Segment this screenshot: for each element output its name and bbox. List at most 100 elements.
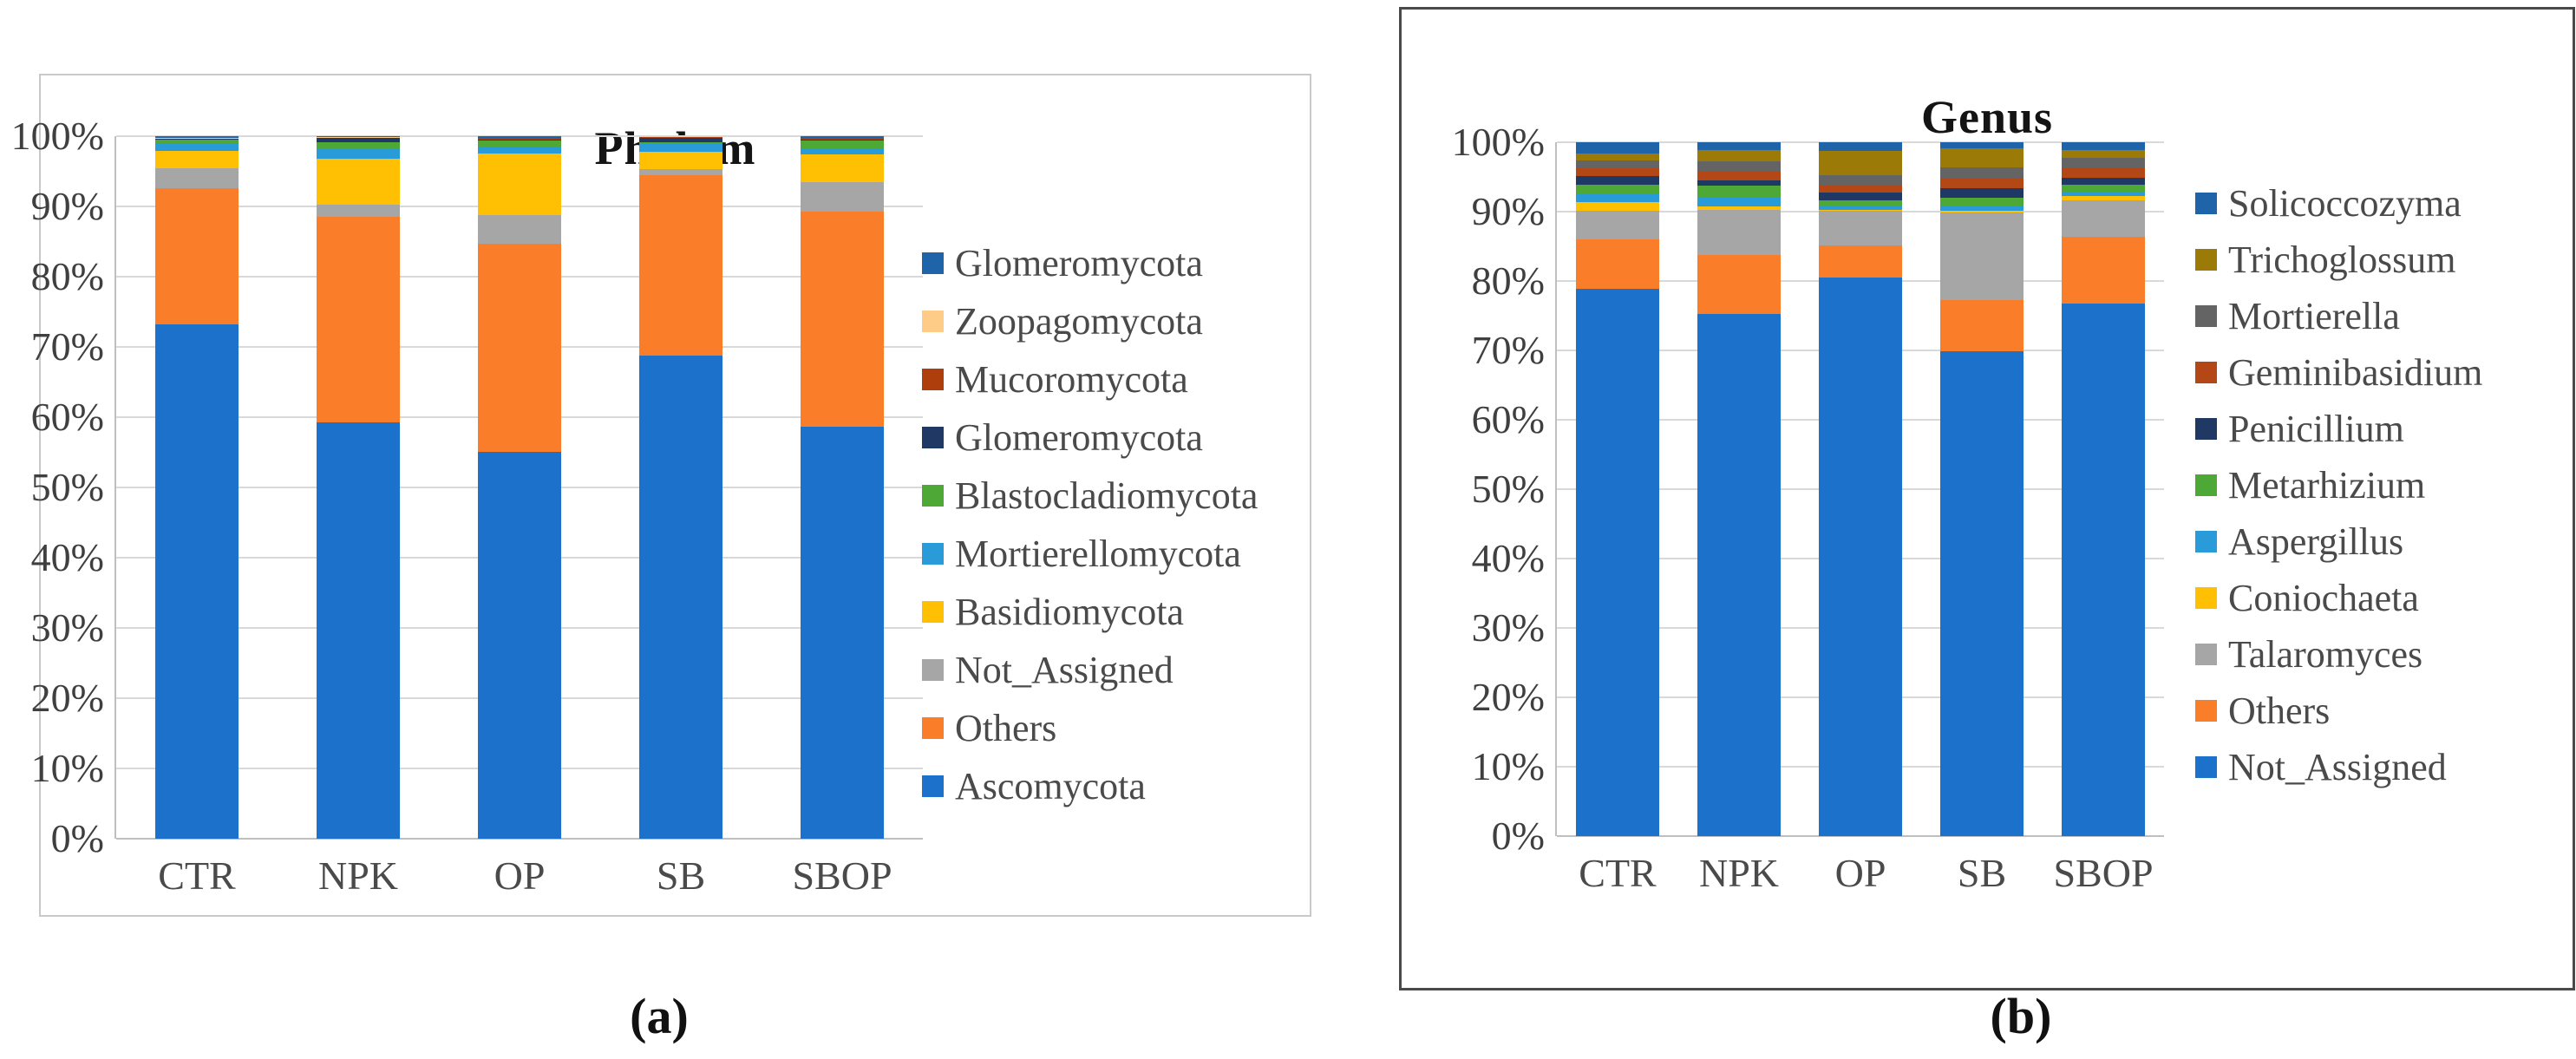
legend-label: Ascomycota xyxy=(955,764,1146,807)
segment-solicoccozyma-npk xyxy=(1697,142,1781,150)
legend-label: Not_Assigned xyxy=(2228,745,2447,788)
segment-trichoglossum-sbop xyxy=(2062,149,2145,158)
legend-swatch-icon xyxy=(922,775,944,797)
legend-item-basidiomycota: Basidiomycota xyxy=(922,590,1258,633)
bar-slot-OP xyxy=(439,136,600,839)
segment-glomeromycota-op xyxy=(478,140,561,141)
bar-slot-SB xyxy=(600,136,762,839)
segment-blastocladiomycota-ctr xyxy=(155,140,239,144)
segment-penicillium-ctr xyxy=(1576,176,1659,185)
legend-phylum: Glomeromycota Zoopagomycota Mucoromycota Gl… xyxy=(922,242,1258,807)
bar-slot-SBOP xyxy=(762,136,923,839)
legend-swatch-icon xyxy=(2195,304,2217,327)
legend-swatch-icon xyxy=(922,426,944,448)
legend-label: Glomeromycota xyxy=(955,415,1203,459)
segment-talaromyces-sbop xyxy=(2062,200,2145,237)
legend-item-glomeromycota: Glomeromycota xyxy=(922,415,1258,459)
gridline-0% xyxy=(116,838,923,840)
caption-b: (b) xyxy=(1990,988,2052,1044)
legend-label: Others xyxy=(2228,689,2331,732)
y-axis-tick-90%: 90% xyxy=(30,184,104,228)
plot-area-genus: 0% 10% 20% 30% 40% 50% 60% 70% 80% 90% 100% CTR NPK O… xyxy=(1452,121,2164,895)
y-axis-tick-60%: 60% xyxy=(30,395,104,439)
y-axis-tick-30%: 30% xyxy=(30,605,104,650)
stacked-bar-SBOP xyxy=(2062,142,2145,836)
bar-slot-OP xyxy=(1800,142,1921,836)
segment-metarhizium-sb xyxy=(1940,198,2024,206)
segment-others-sb xyxy=(639,174,722,356)
segment-mortierella-sb xyxy=(1940,167,2024,178)
legend-swatch-icon xyxy=(922,658,944,681)
segment-aspergillus-npk xyxy=(1697,198,1781,206)
legend-label: Talaromyces xyxy=(2228,632,2423,676)
segment-metarhizium-ctr xyxy=(1576,184,1659,194)
y-axis-tick-20%: 20% xyxy=(1471,675,1545,719)
segment-not_assigned-sb xyxy=(1940,350,2024,836)
legend-swatch-icon xyxy=(2195,755,2217,778)
legend-label: Others xyxy=(955,706,1057,749)
segment-not_assigned-ctr xyxy=(1576,288,1659,836)
plot-area-phylum: 0% 10% 20% 30% 40% 50% 60% 70% 80% 90% 100% CTR NPK O… xyxy=(11,115,923,898)
segment-others-op xyxy=(478,243,561,452)
segment-mortierellomycota-sbop xyxy=(801,148,884,155)
legend-item-blastocladiomycota: Blastocladiomycota xyxy=(922,474,1258,517)
segment-ascomycota-npk xyxy=(317,422,400,839)
segment-ascomycota-sb xyxy=(639,355,722,839)
segment-not_assigned-op xyxy=(478,214,561,244)
segment-talaromyces-sb xyxy=(1940,212,2024,301)
segment-glomeromycota-sbop xyxy=(801,136,884,139)
segment-aspergillus-sb xyxy=(1940,205,2024,212)
bar-slot-CTR xyxy=(1557,142,1678,836)
segment-mortierellomycota-op xyxy=(478,147,561,154)
segment-penicillium-sbop xyxy=(2062,177,2145,185)
segment-glomeromycota-sbop xyxy=(801,140,884,141)
segment-coniochaeta-sb xyxy=(1940,211,2024,212)
y-axis-tick-10%: 10% xyxy=(1471,744,1545,788)
segment-metarhizium-sbop xyxy=(2062,184,2145,193)
segment-talaromyces-op xyxy=(1819,211,1902,246)
legend-swatch-icon xyxy=(2195,586,2217,609)
caption-a: (a) xyxy=(630,988,689,1044)
segment-geminibasidium-sbop xyxy=(2062,167,2145,178)
stacked-bar-SB xyxy=(1940,142,2024,836)
legend-swatch-icon xyxy=(2195,643,2217,665)
segment-mucoromycota-ctr xyxy=(155,138,239,140)
segment-mortierellomycota-ctr xyxy=(155,143,239,152)
legend-item-others: Others xyxy=(922,706,1258,749)
segment-trichoglossum-npk xyxy=(1697,149,1781,162)
legend-swatch-icon xyxy=(2195,361,2217,383)
y-axis-tick-30%: 30% xyxy=(1471,605,1545,650)
segment-talaromyces-npk xyxy=(1697,209,1781,255)
x-axis-label-sbop: SBOP xyxy=(2053,851,2154,895)
legend-genus: Solicoccozyma Trichoglossum Mortierella Gem… xyxy=(2195,182,2482,788)
x-axis-label-ctr: CTR xyxy=(1579,851,1657,895)
legend-label: Metarhizium xyxy=(2228,463,2426,507)
segment-glomeromycota-ctr xyxy=(155,139,239,141)
y-axis-tick-80%: 80% xyxy=(30,254,104,298)
chart-panel-genus: Genus 0% 10% 20% 30% 40% 50% 60% 70% 80% 90% 100% C… xyxy=(1399,7,2575,990)
x-axis-label-ctr: CTR xyxy=(158,853,236,898)
segment-glomeromycota-ctr xyxy=(155,136,239,138)
legend-label: Basidiomycota xyxy=(955,590,1184,633)
bars-layer xyxy=(1557,142,2164,836)
segment-mucoromycota-npk xyxy=(317,137,400,139)
gridline-0% xyxy=(1557,835,2164,837)
legend-item-glomeromycota: Glomeromycota xyxy=(922,242,1258,284)
x-axis-labels: CTR NPK OP SB SBOP xyxy=(1557,850,2164,896)
segment-penicillium-npk xyxy=(1697,180,1781,186)
stacked-bar-NPK xyxy=(317,136,400,839)
segment-zoopagomycota-ctr xyxy=(155,137,239,139)
y-axis-tick-100%: 100% xyxy=(1451,120,1545,164)
segment-talaromyces-ctr xyxy=(1576,211,1659,240)
segment-blastocladiomycota-npk xyxy=(317,142,400,150)
segment-others-ctr xyxy=(155,187,239,325)
legend-swatch-icon xyxy=(2195,699,2217,722)
segment-trichoglossum-op xyxy=(1819,151,1902,175)
segment-not_assigned-sbop xyxy=(2062,303,2145,836)
legend-label: Zoopagomycota xyxy=(955,299,1203,343)
bar-slot-CTR xyxy=(116,136,278,839)
segment-zoopagomycota-sbop xyxy=(801,138,884,140)
legend-label: Coniochaeta xyxy=(2228,576,2419,619)
segment-blastocladiomycota-sbop xyxy=(801,140,884,149)
segment-penicillium-op xyxy=(1819,192,1902,201)
